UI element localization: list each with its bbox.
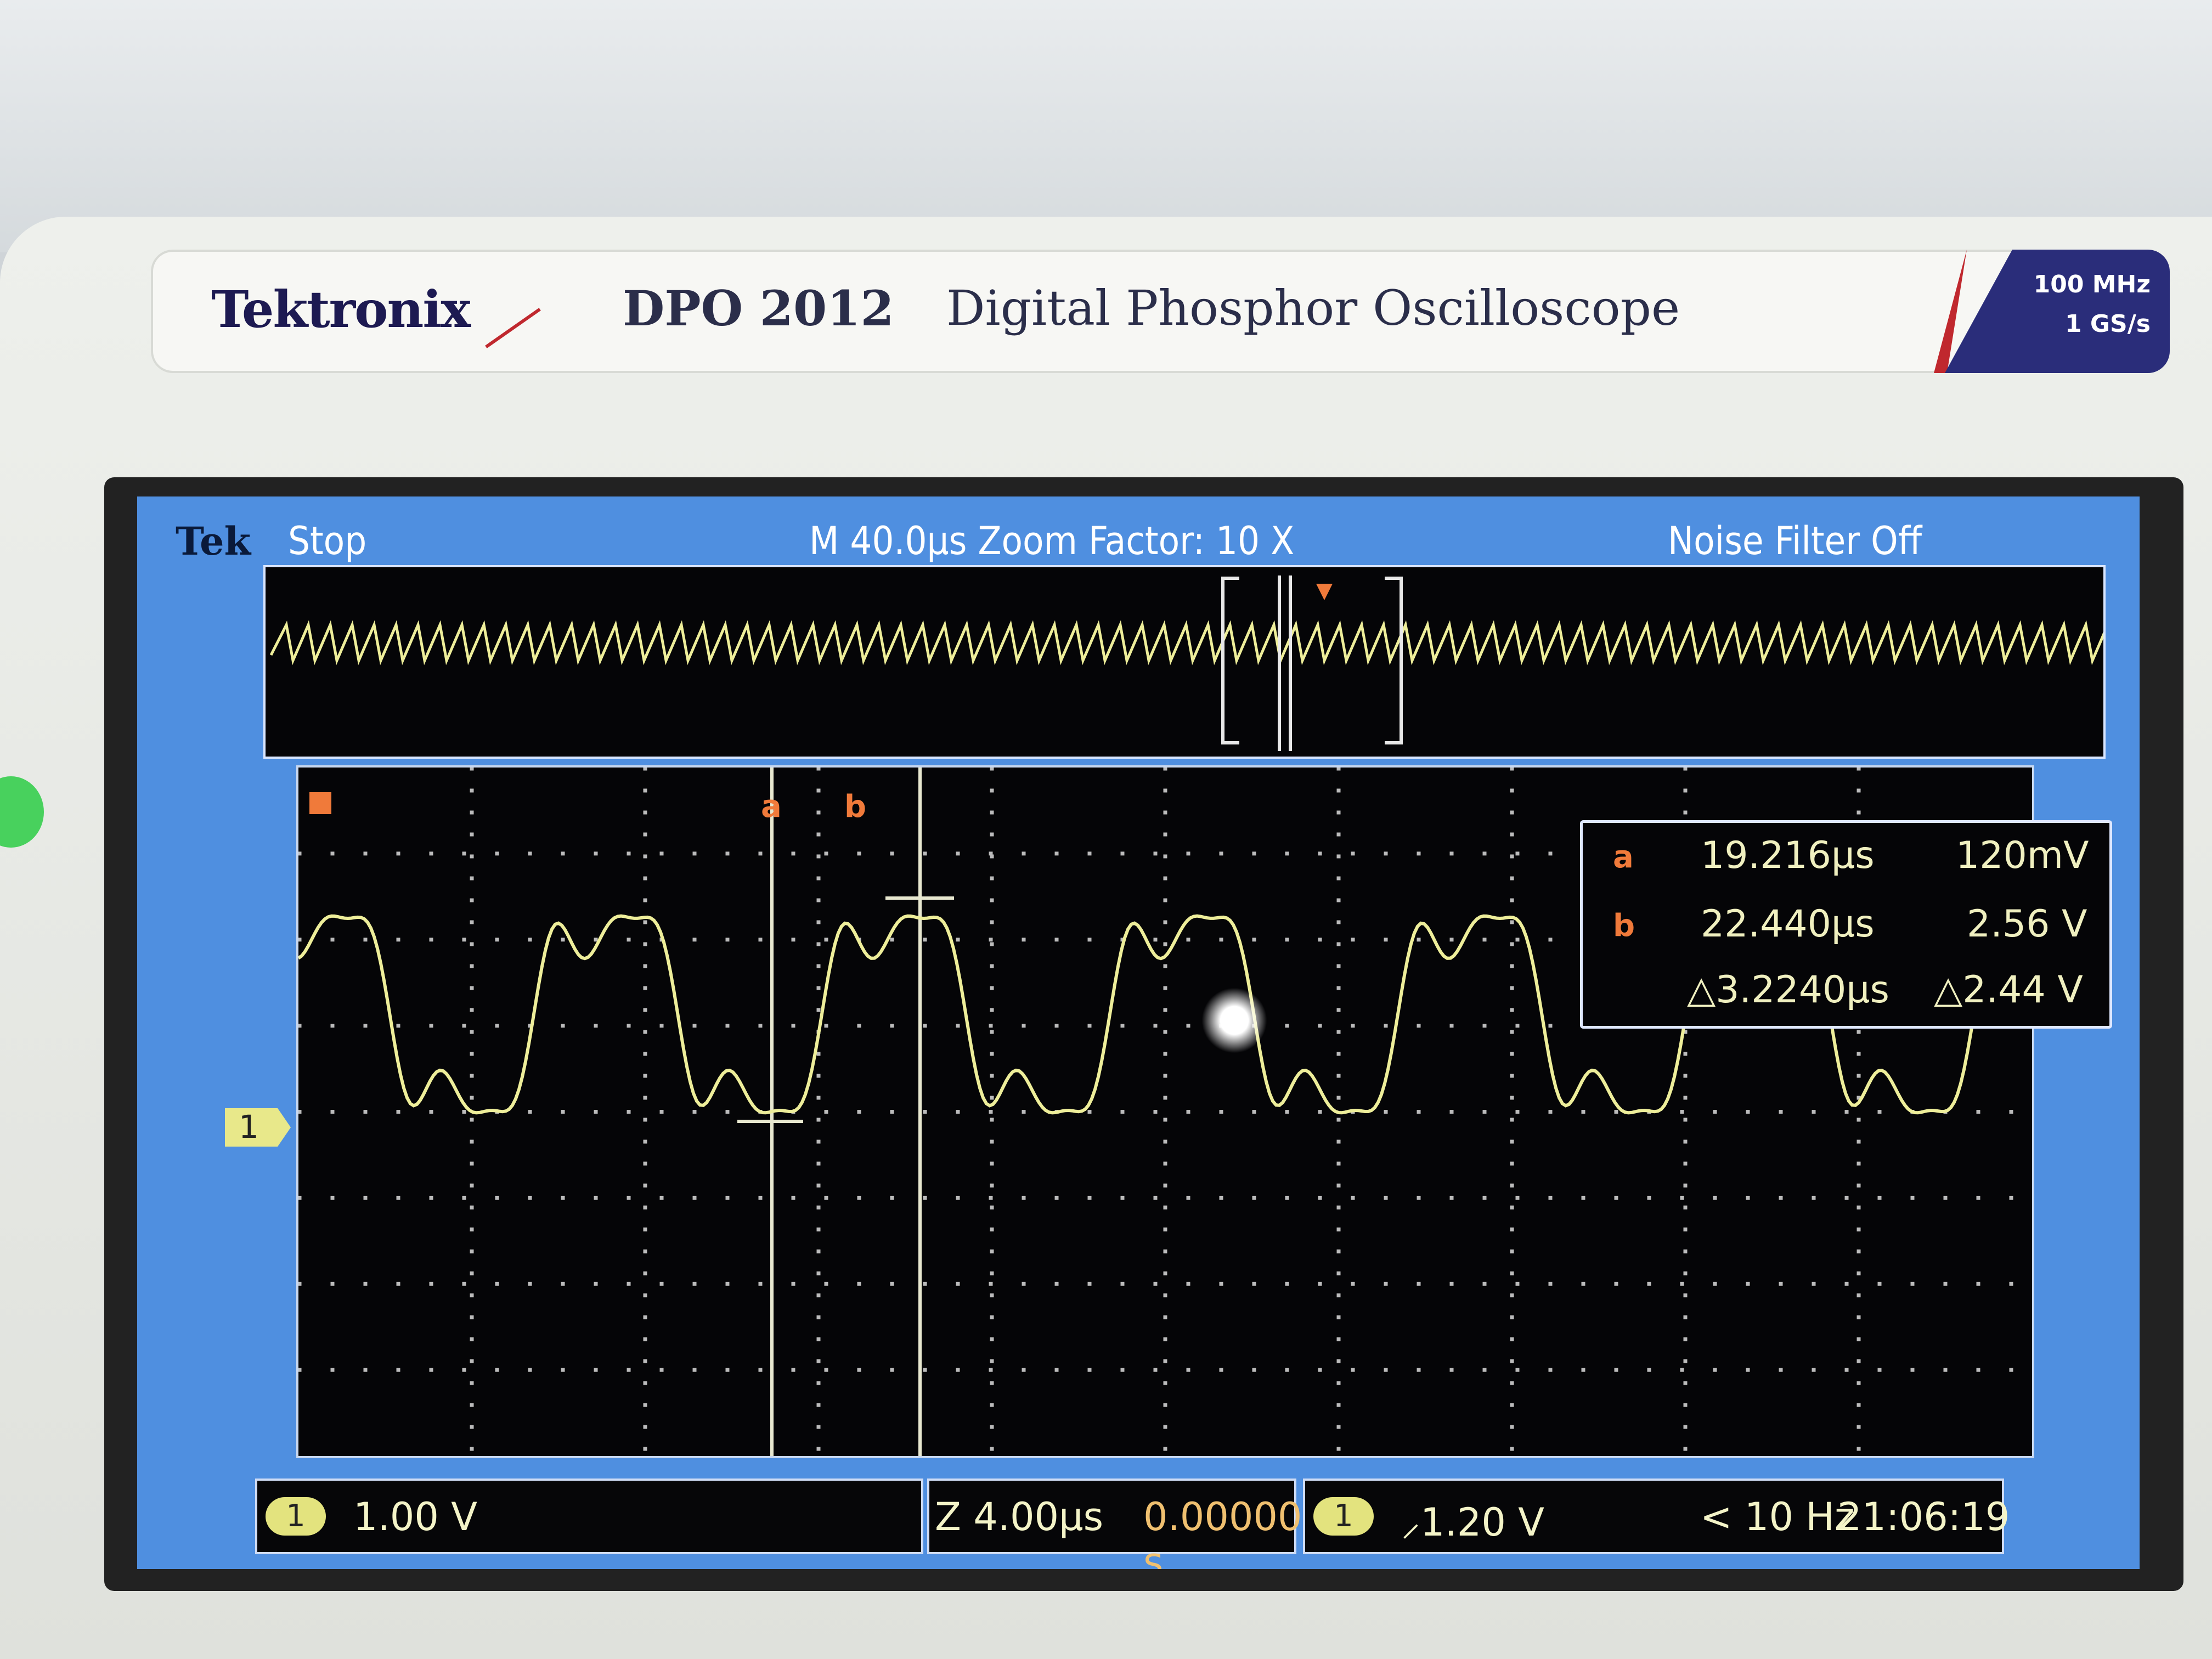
trigger-frequency: < 10 Hz [1700, 1494, 1855, 1539]
cursor-delta-value: △2.44 V [1934, 968, 2083, 1012]
acquisition-status: Stop [288, 518, 367, 563]
model-label-strip: Tektronix DPO 2012 Digital Phosphor Osci… [151, 250, 2170, 373]
cursor-readout-panel: a 19.216μs 120mV b 22.440μs 2.56 V △3.22… [1580, 820, 2112, 1029]
status-bar: 1 1.00 V Z 4.00μs 0.00000 s 1 ⸝1.20 V < … [137, 1473, 2140, 1569]
zoom-center-line-right [1289, 575, 1292, 751]
cursor-b-value: 2.56 V [1967, 902, 2087, 946]
timebase-readout: M 40.0μs Zoom Factor: 10 X [809, 518, 1295, 563]
zoom-center-line-left [1278, 575, 1281, 751]
trigger-box[interactable]: 1 ⸝1.20 V < 10 Hz 21:06:19 [1303, 1479, 2010, 1554]
channel-1-ground-marker[interactable]: 1 [225, 1108, 291, 1147]
cursor-b-icon-readout: b [1613, 908, 1635, 944]
cursor-a-icon-readout: a [1613, 839, 1634, 875]
brand-logo: Tektronix [211, 280, 471, 339]
tek-logo: Tek [176, 518, 251, 564]
spec-bandwidth: 100 MHz [2033, 270, 2151, 298]
trigger-level: ⸝1.20 V [1401, 1500, 1544, 1545]
model-number: DPO 2012 [623, 280, 894, 337]
cursor-a-icon: a [761, 789, 782, 825]
channel-1-scale: 1.00 V [353, 1494, 477, 1539]
wall-background [0, 0, 2212, 252]
channel-1-indicator: 1 [266, 1497, 326, 1536]
oscilloscope-screen: Tek Stop M 40.0μs Zoom Factor: 10 X Nois… [137, 496, 2140, 1569]
brand-logo-accent [485, 308, 541, 348]
zoom-scale-box[interactable]: Z 4.00μs 0.00000 s [927, 1479, 1302, 1569]
spec-sample-rate: 1 GS/s [2065, 310, 2151, 338]
trigger-channel-indicator: 1 [1313, 1497, 1374, 1536]
model-description: Digital Phosphor Oscilloscope [946, 280, 1680, 336]
cursor-b-icon: b [844, 789, 866, 825]
spec-badge: 100 MHz 1 GS/s [1945, 250, 2170, 373]
cursor-delta-time: △3.2240μs [1687, 968, 1889, 1012]
noise-filter-status: Noise Filter Off [1668, 518, 1922, 563]
zoom-scale: Z 4.00μs [935, 1494, 1104, 1539]
overview-trace [269, 620, 2103, 665]
cursor-a-time: 19.216μs [1701, 834, 1875, 877]
cursor-a-value: 120mV [1956, 834, 2089, 877]
cursor-b-line [918, 768, 922, 1456]
trigger-time-marker [309, 792, 331, 814]
trigger-position-marker [1316, 584, 1333, 600]
screen-glare [1201, 988, 1267, 1053]
zoom-overview-window [263, 565, 2106, 759]
power-indicator[interactable] [0, 776, 44, 848]
clock: 21:06:19 [1837, 1494, 2010, 1539]
channel-1-scale-box[interactable]: 1 1.00 V [255, 1479, 923, 1554]
zoom-box [1221, 577, 1403, 744]
cursor-b-time: 22.440μs [1701, 902, 1875, 946]
zoom-position: 0.00000 s [1143, 1494, 1302, 1569]
